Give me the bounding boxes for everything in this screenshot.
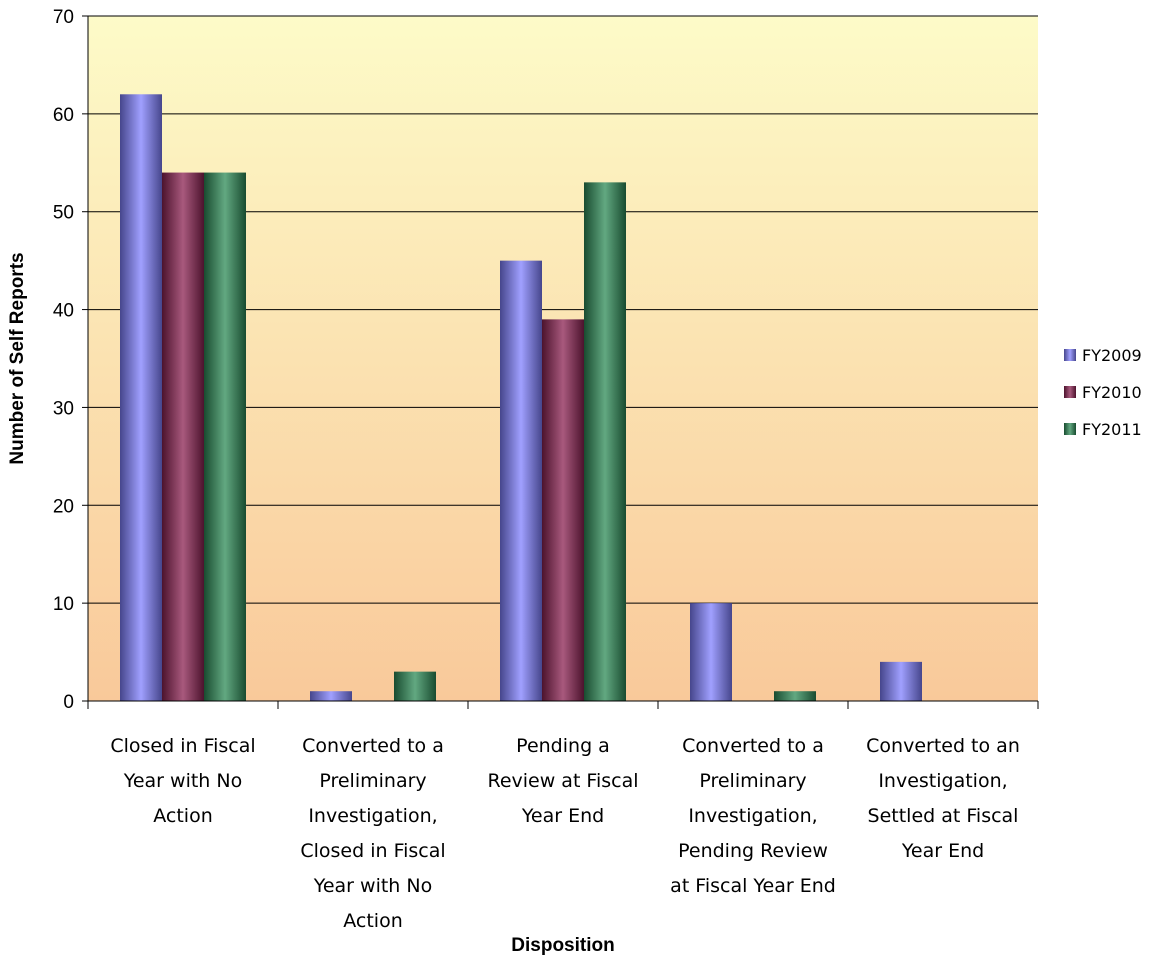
- bar-fy2011-4: [774, 691, 816, 701]
- axes: [82, 15, 1039, 709]
- axis-labels: 0 10 20 30 40 50 60 70 Closed in Fiscal Year with…: [53, 7, 1020, 932]
- y-tick-label: 50: [53, 203, 74, 224]
- bar-fy2009-2: [310, 691, 352, 701]
- y-tick-label: 40: [53, 301, 74, 322]
- legend-swatch-fy2009: [1064, 349, 1076, 361]
- y-tick-label: 10: [53, 594, 74, 615]
- legend-label-fy2010: FY2010: [1082, 383, 1142, 402]
- y-tick-label: 0: [63, 692, 74, 713]
- y-tick-label: 70: [53, 7, 74, 28]
- bar-fy2009-1: [120, 94, 162, 702]
- bar-fy2010-1: [162, 172, 204, 702]
- x-category-label: Closed in Fiscal Year with No Action: [110, 735, 255, 827]
- x-category-label: Converted to a Preliminary Investigation, P…: [670, 735, 836, 897]
- bar-fy2009-5: [880, 661, 922, 701]
- x-category-label: Converted to an Investigation, Settled at …: [866, 735, 1020, 862]
- y-tick-label: 30: [53, 398, 74, 419]
- legend-label-fy2011: FY2011: [1082, 420, 1142, 439]
- legend-swatch-fy2010: [1064, 386, 1076, 398]
- x-axis-title: Disposition: [511, 935, 614, 956]
- legend: FY2009 FY2010 FY2011: [1064, 346, 1142, 439]
- y-tick-label: 20: [53, 496, 74, 517]
- x-category-label: Pending a Review at Fiscal Year End: [487, 735, 638, 827]
- y-tick-label: 60: [53, 105, 74, 126]
- bar-fy2009-4: [690, 603, 732, 701]
- bar-fy2011-1: [204, 172, 246, 702]
- y-axis-title: Number of Self Reports: [7, 252, 28, 464]
- bar-fy2010-3: [542, 319, 584, 701]
- bar-fy2011-2: [394, 671, 436, 701]
- bar-fy2009-3: [500, 260, 542, 701]
- legend-label-fy2009: FY2009: [1082, 346, 1142, 365]
- legend-swatch-fy2011: [1064, 423, 1076, 435]
- x-category-label: Converted to a Preliminary Investigation, C…: [300, 735, 445, 932]
- bars: [120, 94, 922, 702]
- bar-fy2011-3: [584, 182, 626, 701]
